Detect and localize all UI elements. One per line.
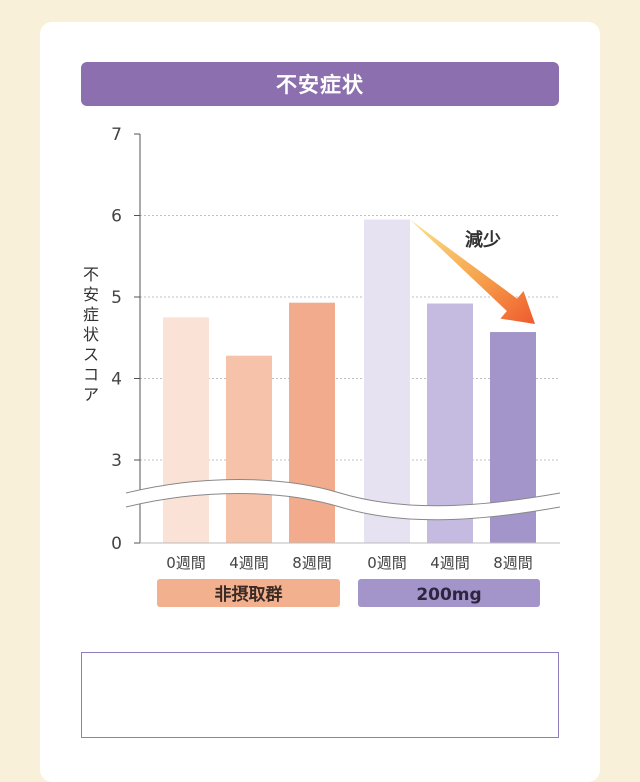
chart-title: 不安症状 bbox=[81, 62, 559, 106]
x-tick-label: 4週間 bbox=[430, 554, 470, 572]
bar bbox=[289, 302, 335, 543]
x-tick-label: 4週間 bbox=[229, 554, 269, 572]
annotation: 減少 bbox=[410, 219, 535, 325]
group-label: 非摂取群 bbox=[215, 584, 283, 605]
break-band bbox=[124, 479, 562, 520]
group-labels: 非摂取群 200mg bbox=[157, 579, 540, 607]
group-label-box bbox=[157, 579, 340, 607]
axis-break bbox=[124, 479, 562, 521]
y-axis-label-char: 状 bbox=[83, 325, 99, 344]
y-axis-label-char: ス bbox=[83, 345, 99, 364]
note-box bbox=[81, 652, 559, 738]
y-axis-label-char: 症 bbox=[83, 305, 99, 324]
y-tick-label: 7 bbox=[111, 125, 122, 145]
y-tick-label: 5 bbox=[111, 288, 122, 308]
y-tick-label: 6 bbox=[111, 207, 122, 227]
group-label: 200mg bbox=[416, 585, 481, 605]
break-line-top bbox=[125, 479, 561, 507]
y-axis-label-char: コ bbox=[83, 365, 99, 384]
y-axis-label-char: 不 bbox=[83, 265, 99, 284]
group-label-box bbox=[358, 579, 540, 607]
x-tick-labels: 0週間 4週間 8週間 0週間 4週間 8週間 bbox=[166, 554, 533, 572]
bars bbox=[163, 219, 536, 543]
y-tick-label: 3 bbox=[111, 451, 122, 471]
decrease-arrow-icon bbox=[410, 219, 535, 325]
bar bbox=[226, 355, 272, 543]
bar bbox=[163, 317, 209, 543]
y-axis-label-char: ア bbox=[83, 385, 99, 404]
bar bbox=[364, 219, 410, 543]
x-tick-label: 0週間 bbox=[166, 554, 206, 572]
y-tick-label: 4 bbox=[111, 370, 122, 390]
annotation-label: 減少 bbox=[465, 229, 501, 251]
x-tick-label: 8週間 bbox=[493, 554, 533, 572]
break-line-bottom bbox=[125, 493, 561, 521]
x-tick-label: 8週間 bbox=[292, 554, 332, 572]
y-tick-label: 0 bbox=[111, 534, 122, 554]
bar bbox=[427, 303, 473, 543]
x-tick-label: 0週間 bbox=[367, 554, 407, 572]
y-axis-label-char: 安 bbox=[83, 285, 99, 304]
